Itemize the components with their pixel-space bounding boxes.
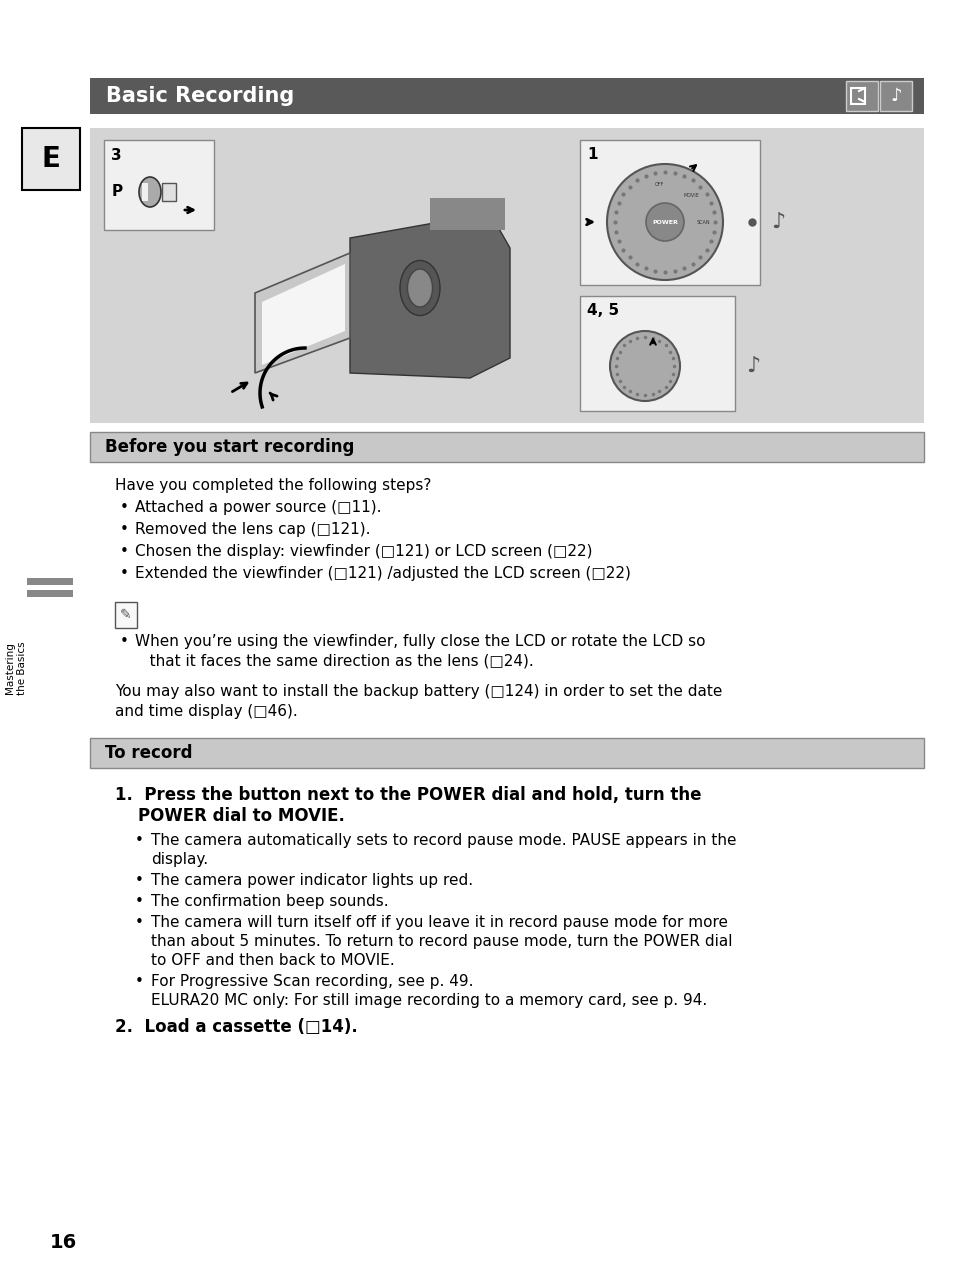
Text: •: •: [120, 544, 129, 559]
Text: that it faces the same direction as the lens (□24).: that it faces the same direction as the …: [135, 655, 533, 669]
Polygon shape: [254, 253, 350, 373]
Text: 1: 1: [586, 147, 597, 162]
Text: The camera will turn itself off if you leave it in record pause mode for more: The camera will turn itself off if you l…: [151, 915, 727, 930]
Text: E: E: [42, 145, 60, 174]
Polygon shape: [262, 264, 345, 365]
Bar: [142, 182, 148, 202]
Text: ✎: ✎: [120, 607, 132, 621]
Text: Extended the viewfinder (□121) /adjusted the LCD screen (□22): Extended the viewfinder (□121) /adjusted…: [135, 567, 630, 581]
Text: 1.  Press the button next to the POWER dial and hold, turn the: 1. Press the button next to the POWER di…: [115, 786, 700, 804]
Text: The confirmation beep sounds.: The confirmation beep sounds.: [151, 894, 388, 909]
Text: •: •: [135, 894, 144, 909]
Bar: [430, 198, 504, 230]
Bar: [579, 296, 734, 411]
Bar: [162, 182, 175, 202]
Text: •: •: [135, 873, 144, 888]
Text: •: •: [120, 634, 129, 649]
Ellipse shape: [139, 177, 161, 207]
Ellipse shape: [606, 165, 722, 279]
Bar: [879, 80, 911, 111]
Text: To record: To record: [105, 744, 193, 762]
Text: You may also want to install the backup battery (□124) in order to set the date: You may also want to install the backup …: [115, 684, 721, 699]
Bar: [104, 140, 213, 230]
Text: than about 5 minutes. To return to record pause mode, turn the POWER dial: than about 5 minutes. To return to recor…: [151, 934, 732, 949]
Bar: [850, 88, 864, 105]
Text: ♪: ♪: [889, 87, 901, 105]
Text: Chosen the display: viewfinder (□121) or LCD screen (□22): Chosen the display: viewfinder (□121) or…: [135, 544, 592, 559]
Text: •: •: [120, 522, 129, 537]
Text: display.: display.: [151, 852, 208, 866]
Bar: [115, 602, 137, 628]
Text: MOVIE: MOVIE: [683, 193, 700, 198]
Polygon shape: [350, 213, 510, 378]
Bar: [22, 128, 80, 190]
Text: The camera power indicator lights up red.: The camera power indicator lights up red…: [151, 873, 473, 888]
Text: SCAN: SCAN: [696, 219, 709, 225]
Text: For Progressive Scan recording, see p. 49.: For Progressive Scan recording, see p. 4…: [151, 974, 473, 989]
Bar: [90, 78, 923, 114]
Text: Mastering
the Basics: Mastering the Basics: [5, 641, 28, 695]
Bar: [90, 738, 923, 768]
Text: Have you completed the following steps?: Have you completed the following steps?: [115, 478, 431, 493]
Text: •: •: [135, 833, 144, 849]
Text: 2.  Load a cassette (□14).: 2. Load a cassette (□14).: [115, 1018, 357, 1036]
Text: •: •: [135, 974, 144, 989]
Bar: [90, 433, 923, 462]
Bar: [27, 578, 73, 584]
Bar: [579, 140, 760, 285]
Bar: [27, 590, 73, 597]
Bar: [90, 738, 923, 768]
Text: 4, 5: 4, 5: [586, 302, 618, 318]
Text: 3: 3: [111, 148, 121, 163]
Text: Before you start recording: Before you start recording: [105, 438, 354, 456]
Text: The camera automatically sets to record pause mode. PAUSE appears in the: The camera automatically sets to record …: [151, 833, 736, 849]
Text: ♪: ♪: [770, 212, 784, 232]
Ellipse shape: [407, 269, 432, 308]
Text: •: •: [135, 915, 144, 930]
Ellipse shape: [609, 330, 679, 401]
Text: •: •: [120, 500, 129, 516]
Ellipse shape: [645, 203, 683, 241]
Text: P: P: [112, 185, 123, 199]
Bar: [22, 128, 80, 190]
Text: Removed the lens cap (□121).: Removed the lens cap (□121).: [135, 522, 370, 537]
Bar: [90, 433, 923, 462]
Text: POWER dial to MOVIE.: POWER dial to MOVIE.: [115, 806, 345, 826]
Text: and time display (□46).: and time display (□46).: [115, 704, 297, 718]
Text: Basic Recording: Basic Recording: [106, 85, 294, 106]
Text: •: •: [120, 567, 129, 581]
Text: Attached a power source (□11).: Attached a power source (□11).: [135, 500, 381, 516]
Ellipse shape: [399, 260, 439, 315]
Text: to OFF and then back to MOVIE.: to OFF and then back to MOVIE.: [151, 953, 395, 968]
Text: POWER: POWER: [652, 219, 678, 225]
Bar: [845, 80, 877, 111]
Bar: [90, 128, 923, 424]
Text: When you’re using the viewfinder, fully close the LCD or rotate the LCD so: When you’re using the viewfinder, fully …: [135, 634, 705, 649]
Bar: [845, 80, 877, 111]
Bar: [879, 80, 911, 111]
Bar: [579, 140, 760, 285]
Bar: [104, 140, 213, 230]
Text: ELURA20 MC only: For still image recording to a memory card, see p. 94.: ELURA20 MC only: For still image recordi…: [151, 993, 706, 1008]
Text: OFF: OFF: [654, 182, 663, 188]
Bar: [579, 296, 734, 411]
Text: ♪: ♪: [745, 356, 760, 376]
Text: 16: 16: [50, 1233, 77, 1252]
